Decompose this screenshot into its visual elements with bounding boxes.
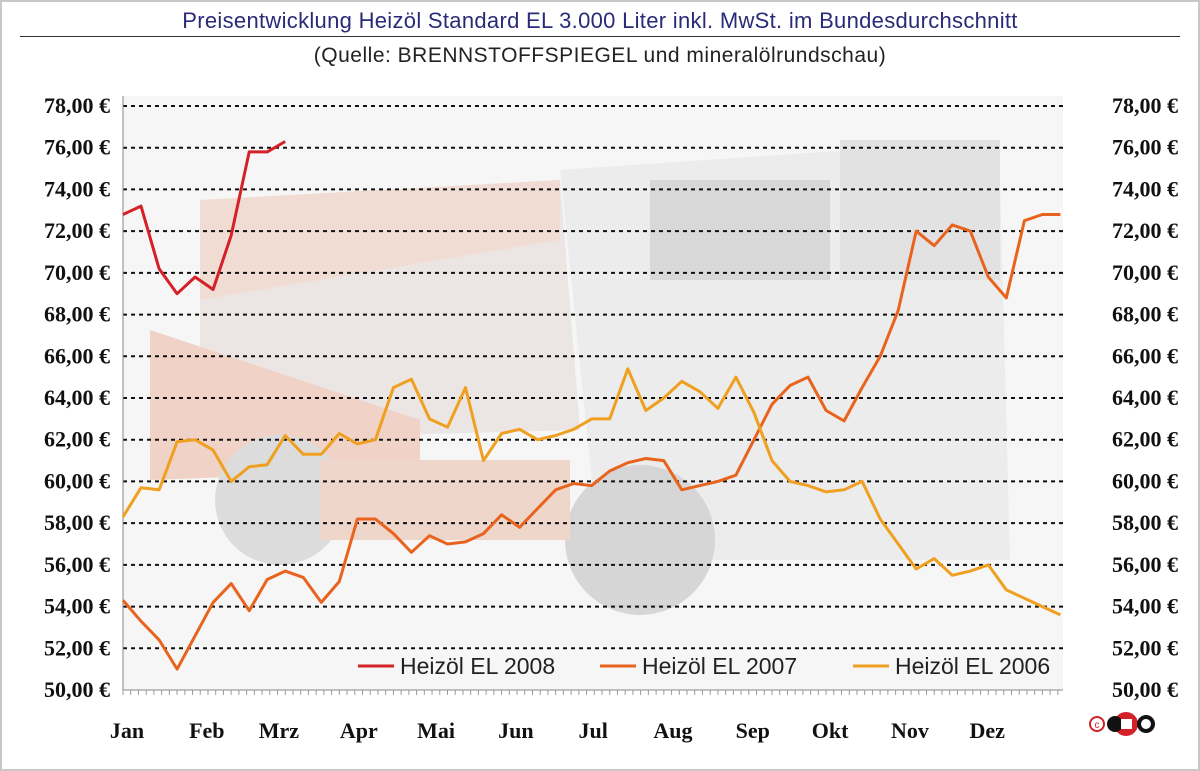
y-tick-label: 76,00 € bbox=[44, 135, 110, 160]
y-tick-label: 68,00 € bbox=[44, 302, 110, 327]
y-tick-label: 62,00 € bbox=[44, 427, 110, 452]
x-tick-label: Okt bbox=[812, 718, 849, 743]
y-tick-label: 70,00 € bbox=[1112, 260, 1178, 285]
y-tick-label: 76,00 € bbox=[1112, 135, 1178, 160]
legend-label: Heizöl EL 2007 bbox=[642, 653, 797, 679]
y-tick-label: 60,00 € bbox=[1112, 468, 1178, 493]
x-tick-label: Nov bbox=[891, 718, 929, 743]
y-axis-right: 50,00 € 52,00 € 54,00 € 56,00 € 58,00 € 60,00… bbox=[1112, 93, 1178, 702]
y-tick-label: 64,00 € bbox=[44, 385, 110, 410]
y-tick-label: 78,00 € bbox=[1112, 93, 1178, 118]
y-tick-label: 60,00 € bbox=[44, 468, 110, 493]
y-tick-label: 64,00 € bbox=[1112, 385, 1178, 410]
y-tick-label: 58,00 € bbox=[44, 510, 110, 535]
y-tick-label: 72,00 € bbox=[44, 218, 110, 243]
chart-title: Preisentwicklung Heizöl Standard EL 3.00… bbox=[182, 8, 1018, 33]
y-tick-label: 68,00 € bbox=[1112, 302, 1178, 327]
y-tick-label: 74,00 € bbox=[44, 176, 110, 201]
y-tick-label: 50,00 € bbox=[1112, 677, 1178, 702]
y-tick-label: 50,00 € bbox=[44, 677, 110, 702]
y-tick-label: 66,00 € bbox=[44, 343, 110, 368]
legend-label: Heizöl EL 2006 bbox=[895, 653, 1050, 679]
x-axis: Jan Feb Mrz Apr Mai Jun Jul Aug Sep Okt Nov Dez bbox=[110, 718, 1005, 743]
x-tick-label: Mrz bbox=[259, 718, 300, 743]
series-line-2007 bbox=[121, 213, 1061, 671]
x-tick-label: Jun bbox=[498, 718, 533, 743]
y-tick-label: 70,00 € bbox=[44, 260, 110, 285]
chart-subtitle: (Quelle: BRENNSTOFFSPIEGEL und mineralöl… bbox=[313, 44, 887, 67]
ceto-logo: c bbox=[1089, 712, 1155, 736]
y-tick-label: 52,00 € bbox=[1112, 635, 1178, 660]
x-tick-label: Feb bbox=[189, 718, 224, 743]
series-line-2008 bbox=[122, 140, 286, 296]
y-tick-label: 54,00 € bbox=[44, 594, 110, 619]
x-tick-label: Mai bbox=[417, 718, 455, 743]
y-tick-label: 54,00 € bbox=[1112, 594, 1178, 619]
y-axis-left: 50,00 € 52,00 € 54,00 € 56,00 € 58,00 € 60,00… bbox=[44, 93, 110, 702]
y-tick-label: 56,00 € bbox=[44, 552, 110, 577]
truck-background-image bbox=[123, 96, 1063, 690]
y-tick-label: 74,00 € bbox=[1112, 176, 1178, 201]
x-tick-label: Sep bbox=[736, 718, 770, 743]
legend: Heizöl EL 2008 Heizöl EL 2007 Heizöl EL 20… bbox=[358, 653, 1050, 679]
x-tick-label: Apr bbox=[340, 718, 378, 743]
y-tick-label: 72,00 € bbox=[1112, 218, 1178, 243]
x-tick-label: Jul bbox=[578, 718, 607, 743]
series-lines bbox=[121, 140, 1062, 671]
svg-text:c: c bbox=[1095, 720, 1100, 731]
series-line-2006 bbox=[121, 367, 1062, 617]
title-underline bbox=[20, 36, 1180, 37]
y-tick-label: 56,00 € bbox=[1112, 552, 1178, 577]
y-tick-label: 52,00 € bbox=[44, 635, 110, 660]
y-tick-label: 66,00 € bbox=[1112, 343, 1178, 368]
y-tick-label: 62,00 € bbox=[1112, 427, 1178, 452]
x-tick-label: Dez bbox=[969, 718, 1005, 743]
y-tick-label: 58,00 € bbox=[1112, 510, 1178, 535]
axes bbox=[122, 96, 1063, 695]
y-tick-label: 78,00 € bbox=[44, 93, 110, 118]
legend-label: Heizöl EL 2008 bbox=[400, 653, 555, 679]
x-tick-label: Aug bbox=[653, 718, 692, 743]
x-tick-label: Jan bbox=[110, 718, 144, 743]
